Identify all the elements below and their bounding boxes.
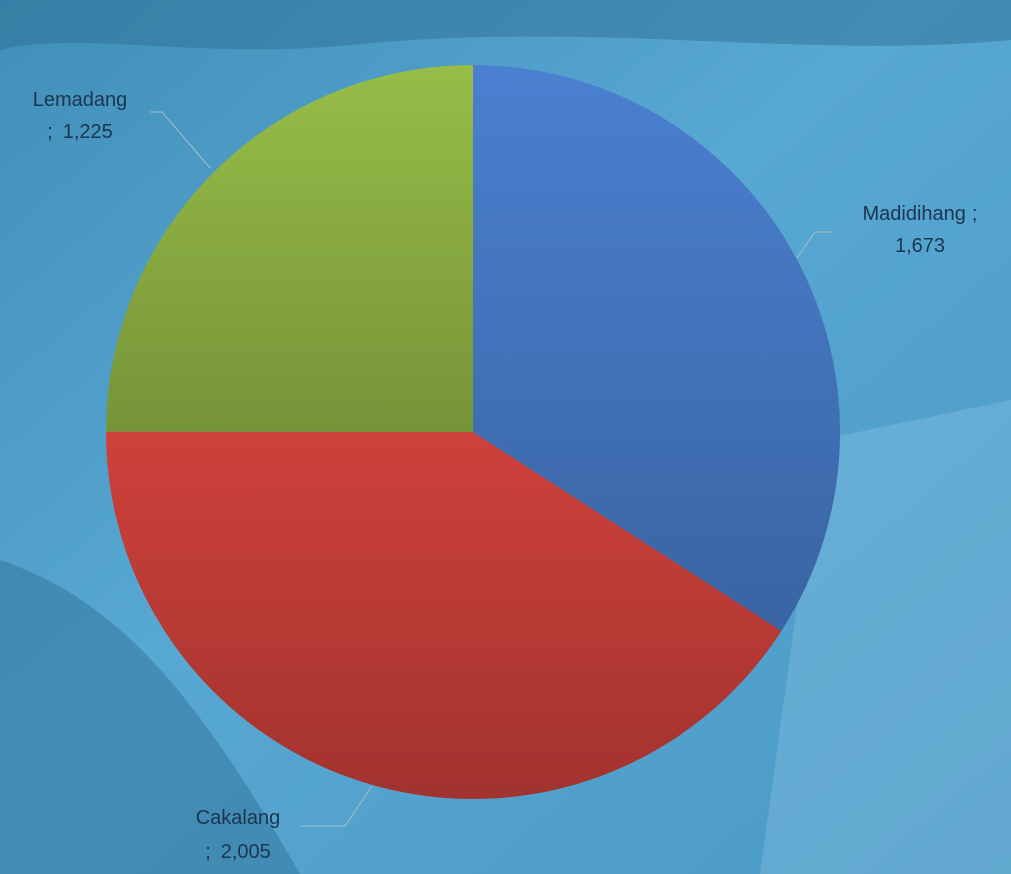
label-separator: ; <box>972 203 978 225</box>
pie <box>106 65 840 799</box>
category-name: Lemadang <box>33 89 128 111</box>
data-label: 1,673 <box>895 235 945 257</box>
value-label: 1,673 <box>895 235 945 257</box>
data-label: Madidihang; <box>863 203 978 225</box>
value-label: 2,005 <box>221 841 271 863</box>
chart: Madidihang; 1,673 Cakalang; 2,005 Lemadang; 1… <box>0 0 1011 874</box>
value-label: 1,225 <box>63 121 113 143</box>
label-separator: ; <box>47 121 53 143</box>
category-name: Madidihang <box>863 203 966 225</box>
label-separator: ; <box>205 841 211 863</box>
data-label: Cakalang <box>196 807 281 829</box>
category-name: Cakalang <box>196 807 281 829</box>
data-label: Lemadang <box>33 89 128 111</box>
